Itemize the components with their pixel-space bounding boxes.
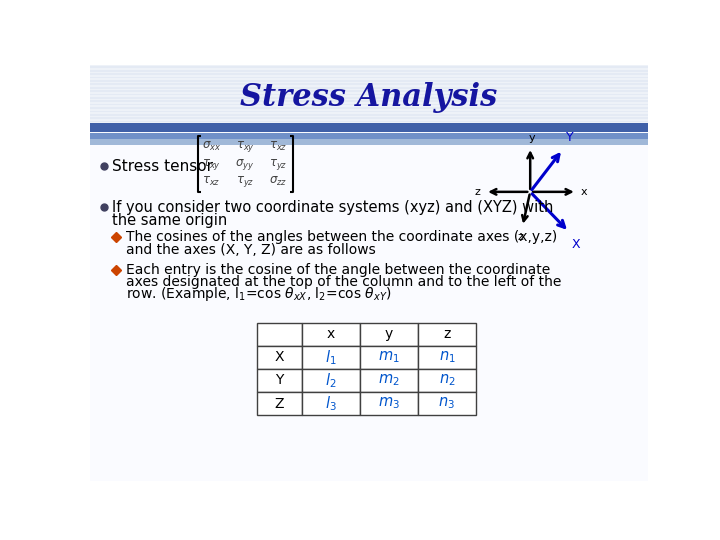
Bar: [90, 112, 648, 114]
Bar: [418, 392, 476, 415]
Bar: [90, 132, 648, 139]
Bar: [90, 68, 648, 70]
Bar: [90, 85, 648, 87]
Bar: [90, 111, 648, 112]
Bar: [90, 126, 648, 127]
Text: y: y: [384, 327, 393, 341]
Text: Stress tensor: Stress tensor: [112, 159, 212, 174]
Text: If you consider two coordinate systems (xyz) and (XYZ) with: If you consider two coordinate systems (…: [112, 200, 553, 215]
Bar: [90, 116, 648, 117]
Bar: [90, 84, 648, 85]
Bar: [302, 392, 360, 415]
Bar: [90, 73, 648, 75]
Text: Y: Y: [566, 131, 573, 144]
Bar: [90, 104, 648, 105]
Bar: [418, 369, 476, 392]
Text: $\tau_{xy}$: $\tau_{xy}$: [235, 139, 254, 154]
Bar: [360, 369, 418, 392]
Bar: [90, 127, 648, 129]
Text: $l_2$: $l_2$: [325, 371, 336, 390]
Text: Stress Analysis: Stress Analysis: [240, 83, 498, 113]
Text: z: z: [518, 232, 524, 242]
Text: $\tau_{xy}$: $\tau_{xy}$: [202, 157, 221, 172]
Bar: [90, 89, 648, 90]
Bar: [90, 75, 648, 77]
Text: $\tau_{xz}$: $\tau_{xz}$: [269, 140, 287, 153]
Bar: [302, 346, 360, 369]
Bar: [90, 65, 648, 66]
Bar: [360, 346, 418, 369]
Text: $n_2$: $n_2$: [438, 373, 455, 388]
Bar: [90, 63, 648, 65]
Text: $l_3$: $l_3$: [325, 394, 336, 413]
Text: x: x: [580, 187, 588, 197]
Bar: [90, 77, 648, 78]
Bar: [418, 323, 476, 346]
Text: $\tau_{yz}$: $\tau_{yz}$: [269, 157, 287, 172]
Bar: [90, 78, 648, 80]
Text: $\tau_{yz}$: $\tau_{yz}$: [235, 174, 254, 190]
Text: $\sigma_{zz}$: $\sigma_{zz}$: [269, 176, 287, 188]
Bar: [90, 97, 648, 99]
Bar: [90, 82, 648, 84]
Bar: [256, 392, 302, 415]
Bar: [90, 70, 648, 72]
Bar: [90, 90, 648, 92]
Bar: [418, 346, 476, 369]
Text: $\tau_{xz}$: $\tau_{xz}$: [202, 176, 221, 188]
Bar: [256, 323, 302, 346]
Text: y: y: [528, 132, 535, 143]
Bar: [360, 392, 418, 415]
Bar: [90, 93, 648, 95]
Text: and the axes (X, Y, Z) are as follows: and the axes (X, Y, Z) are as follows: [126, 242, 375, 256]
Bar: [90, 80, 648, 82]
Text: The cosines of the angles between the coordinate axes (x,y,z): The cosines of the angles between the co…: [126, 230, 557, 244]
Text: X: X: [572, 238, 580, 251]
Text: $n_1$: $n_1$: [438, 349, 455, 365]
Bar: [360, 323, 418, 346]
Bar: [90, 92, 648, 93]
Bar: [90, 99, 648, 100]
Bar: [90, 107, 648, 109]
Bar: [90, 109, 648, 111]
Bar: [90, 123, 648, 132]
Bar: [90, 139, 648, 145]
Text: x: x: [326, 327, 335, 341]
Text: the same origin: the same origin: [112, 213, 227, 228]
Bar: [90, 102, 648, 104]
Bar: [90, 119, 648, 121]
Text: Z: Z: [274, 396, 284, 410]
Bar: [302, 369, 360, 392]
Bar: [256, 346, 302, 369]
Bar: [90, 124, 648, 126]
Bar: [90, 100, 648, 102]
Bar: [256, 369, 302, 392]
Bar: [90, 105, 648, 107]
Bar: [90, 114, 648, 116]
Text: X: X: [274, 350, 284, 365]
Text: $\sigma_{yy}$: $\sigma_{yy}$: [235, 157, 255, 172]
Bar: [90, 95, 648, 97]
Text: $m_3$: $m_3$: [378, 396, 400, 411]
Text: $m_1$: $m_1$: [378, 349, 400, 365]
Text: $n_3$: $n_3$: [438, 396, 455, 411]
Text: z: z: [474, 187, 481, 197]
Text: Each entry is the cosine of the angle between the coordinate: Each entry is the cosine of the angle be…: [126, 262, 550, 276]
Bar: [90, 123, 648, 124]
Text: $l_1$: $l_1$: [325, 348, 336, 367]
Text: axes designated at the top of the column and to the left of the: axes designated at the top of the column…: [126, 275, 561, 289]
Bar: [90, 72, 648, 73]
Text: row. (Example, l$_1$=cos $\theta_{xX}$, l$_2$=cos $\theta_{xY}$): row. (Example, l$_1$=cos $\theta_{xX}$, …: [126, 285, 391, 303]
Bar: [90, 87, 648, 89]
Bar: [90, 117, 648, 119]
Text: z: z: [444, 327, 451, 341]
Text: Y: Y: [275, 374, 283, 388]
Bar: [90, 121, 648, 123]
Bar: [90, 129, 648, 131]
Text: $\sigma_{xx}$: $\sigma_{xx}$: [202, 140, 221, 153]
Bar: [90, 66, 648, 68]
Bar: [302, 323, 360, 346]
Text: $m_2$: $m_2$: [378, 373, 400, 388]
Bar: [90, 130, 648, 481]
